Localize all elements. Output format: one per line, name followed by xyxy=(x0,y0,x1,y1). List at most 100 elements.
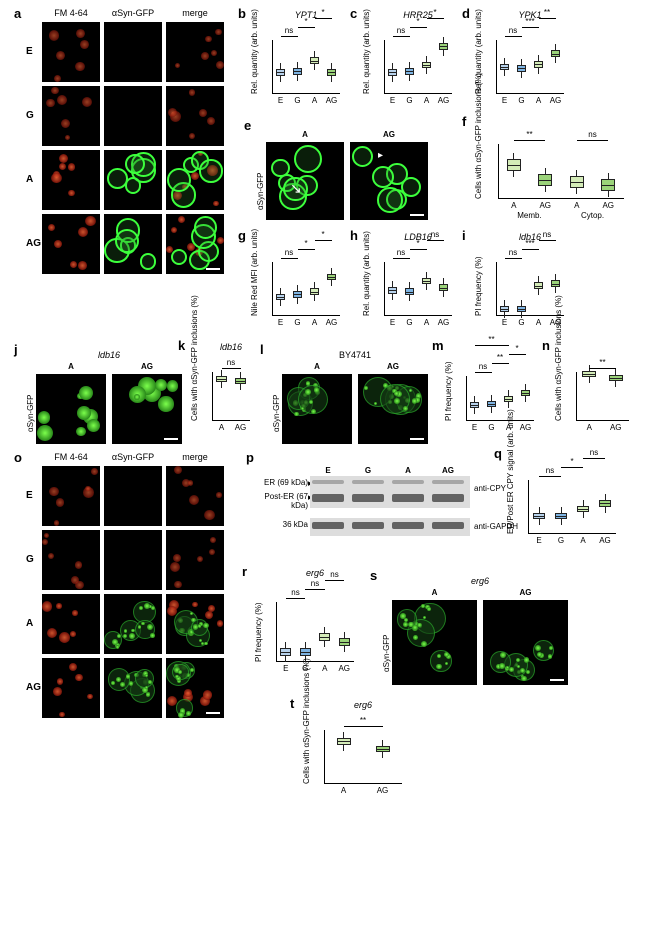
blot-band xyxy=(352,494,384,502)
antibody-label: anti-CPY xyxy=(474,484,506,493)
blot-band xyxy=(352,480,384,484)
pair-label: A xyxy=(266,130,344,139)
panel-t-label: t xyxy=(290,696,294,711)
row-label-A: A xyxy=(26,618,33,629)
micrograph-cell xyxy=(166,214,224,274)
sig-annotation: ** xyxy=(480,335,504,344)
micrograph-cell xyxy=(166,594,224,654)
y-axis-label: PI frequency (%) xyxy=(254,602,263,662)
y-axis-label: Rel. quantity (arb. units) xyxy=(362,9,371,94)
micrograph-cell xyxy=(166,150,224,210)
sig-annotation: * xyxy=(560,457,584,466)
blot-band xyxy=(432,522,464,529)
panel-s-label: s xyxy=(370,568,377,583)
arrowhead-icon: ▸ xyxy=(378,150,383,161)
chart-d: dYPK1Rel. quantity (arb. units)EGAAGns**… xyxy=(468,10,568,110)
panel-r-label: r xyxy=(242,564,247,579)
micrograph-cell xyxy=(104,594,162,654)
blot-band xyxy=(392,480,424,484)
micrograph-AG xyxy=(358,374,428,444)
sig-annotation: * xyxy=(311,8,335,17)
panel-m-label: m xyxy=(432,338,444,353)
sig-annotation: * xyxy=(505,344,529,353)
panel-e-label: e xyxy=(244,118,251,133)
panel-a-col3: merge xyxy=(166,8,224,18)
panel-d-label: d xyxy=(462,6,470,21)
panel-f-label: f xyxy=(462,114,466,129)
panel-q-label: q xyxy=(494,446,502,461)
y-axis-label: PI frequency (%) xyxy=(474,256,483,316)
blot-row-label: ER (69 kDa) xyxy=(250,478,308,487)
sig-annotation: ns xyxy=(535,230,559,239)
micrograph-cell xyxy=(42,86,100,146)
chart-g: gNile Red MFI (arb. units)EGAAGns** xyxy=(244,232,344,332)
pair-label: A xyxy=(392,588,477,597)
pair-label: A xyxy=(36,362,106,371)
blot-band xyxy=(312,494,344,502)
pair-title: erg6 xyxy=(392,576,568,586)
x-tick-label: A xyxy=(315,664,335,673)
panel-b-label: b xyxy=(238,6,246,21)
sig-annotation: ** xyxy=(591,358,615,367)
row-label-E: E xyxy=(26,46,33,57)
pair-label: AG xyxy=(358,362,428,371)
chart-b: bYPT1Rel. quantity (arb. units)EGAAGns** xyxy=(244,10,344,110)
micrograph-cell xyxy=(166,466,224,526)
blot-band xyxy=(392,522,424,529)
micrograph-A xyxy=(266,142,344,220)
panel-o-col2: αSyn-GFP xyxy=(104,452,162,462)
pair-label: A xyxy=(282,362,352,371)
row-label-E: E xyxy=(26,490,33,501)
x-tick-label: A xyxy=(579,423,599,432)
sig-annotation: ** xyxy=(351,716,375,725)
y-axis-label: Rel. quantity (arb. units) xyxy=(250,9,259,94)
chart-m: mPI frequency (%)EGAAGns***** xyxy=(438,342,538,437)
blot-band xyxy=(312,522,344,529)
micrograph-cell xyxy=(104,658,162,718)
panel-l-ylabel: αSyn-GFP xyxy=(272,394,281,432)
panel-o-col3: merge xyxy=(166,452,224,462)
row-label-AG: AG xyxy=(26,682,41,693)
lane-label: G xyxy=(350,466,386,475)
chart-q: qER/Post ER CPY signal (arb. units)EGAAG… xyxy=(500,450,620,550)
chart-title: ldb16 xyxy=(212,342,250,352)
x-tick-label: E xyxy=(529,536,549,545)
micrograph-cell xyxy=(42,594,100,654)
panel-c-label: c xyxy=(350,6,357,21)
x-tick-label: A xyxy=(334,786,354,795)
panel-o-label: o xyxy=(14,450,22,465)
x-tick-label: AG xyxy=(334,664,354,673)
x-tick-label: A xyxy=(212,423,232,432)
panel-g-label: g xyxy=(238,228,246,243)
micrograph-cell xyxy=(42,214,100,274)
chart-f: fCells with αSyn-GFP inclusions (%)AAGAA… xyxy=(468,118,628,223)
panel-a-col2: αSyn-GFP xyxy=(104,8,162,18)
micrograph-cell xyxy=(104,214,162,274)
micrograph-AG xyxy=(483,600,568,685)
micrograph-AG xyxy=(112,374,182,444)
sig-annotation: * xyxy=(423,8,447,17)
micrograph-cell xyxy=(166,22,224,82)
sig-annotation: ns xyxy=(582,448,606,457)
micrograph-cell xyxy=(104,86,162,146)
micrograph-cell xyxy=(104,22,162,82)
x-tick-label: E xyxy=(276,664,296,673)
sig-annotation: ns xyxy=(323,570,347,579)
panel-j-label: j xyxy=(14,342,18,357)
micrograph-cell xyxy=(42,658,100,718)
x-tick-label: AG xyxy=(606,423,626,432)
y-axis-label: Cells with αSyn-GFP inclusions (%) xyxy=(474,73,483,199)
panel-n-label: n xyxy=(542,338,550,353)
panel-a-col1: FM 4-64 xyxy=(42,8,100,18)
sig-annotation: ns xyxy=(538,466,562,475)
blot-row-label: 36 kDa xyxy=(250,520,308,529)
panel-h-label: h xyxy=(350,228,358,243)
micrograph-cell xyxy=(104,530,162,590)
chart-t: terg6Cells with αSyn-GFP inclusions (%)A… xyxy=(296,700,406,800)
panel-p-label: p xyxy=(246,450,254,465)
row-label-G: G xyxy=(26,110,34,121)
x-tick-label: G xyxy=(551,536,571,545)
y-axis-label: Cells with αSyn-GFP inclusions (%) xyxy=(190,295,199,421)
x-tick-label: AG xyxy=(434,96,454,105)
panel-s-ylabel: αSyn-GFP xyxy=(382,634,391,672)
